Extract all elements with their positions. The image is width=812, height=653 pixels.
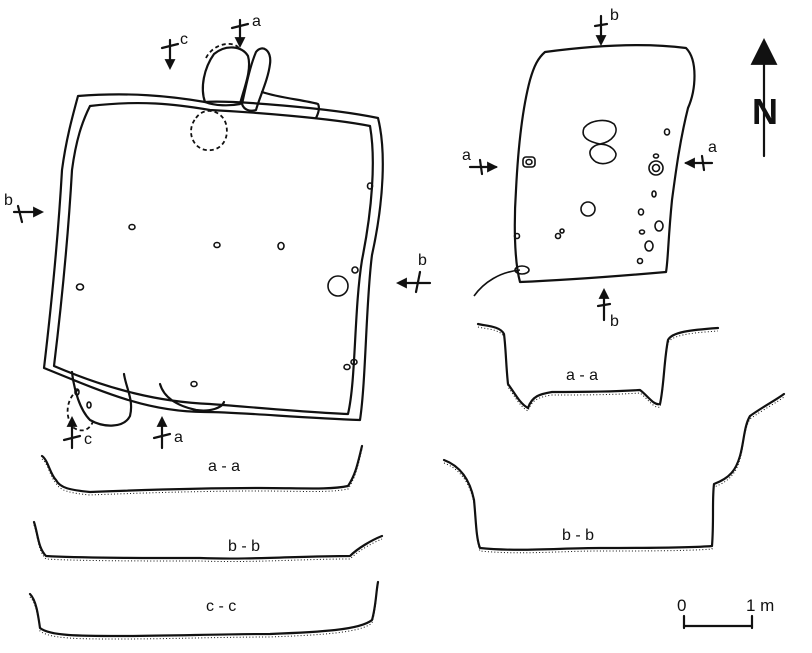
marker-a-top: a <box>230 13 261 49</box>
bottom-lobe-left <box>70 370 133 427</box>
bottom-dashed-feature <box>66 389 95 432</box>
marker-c-bottom-label: c <box>84 431 92 448</box>
scale-bar: 0 1 m <box>677 596 774 630</box>
left-structure-inner-outline <box>52 101 374 416</box>
posthole-5 <box>366 182 374 190</box>
right-structure-plan <box>473 43 696 297</box>
top-stone-right <box>240 47 272 112</box>
post-square-left <box>522 156 536 168</box>
post-small-10 <box>554 232 562 240</box>
section-c-c-left-label: c - c <box>206 598 236 615</box>
section-a-a-right-label: a - a <box>566 367 598 384</box>
post-corner <box>514 265 530 275</box>
bottom-lobe-middle <box>158 382 226 412</box>
post-small-6 <box>638 229 646 235</box>
section-b-b-right-label: b - b <box>562 527 594 544</box>
section-b-b-left-label: b - b <box>228 538 260 555</box>
posthole-3 <box>277 241 285 251</box>
marker-a-bottom: a <box>152 415 183 450</box>
marker-c-bottom: c <box>62 415 92 450</box>
right-structure-outline <box>513 43 696 284</box>
marker-a-top-label: a <box>252 13 261 30</box>
central-stone-upper <box>582 119 617 145</box>
post-small-1 <box>663 128 671 136</box>
marker-a-right-right-label: a <box>708 139 717 156</box>
marker-c-top: c <box>160 31 188 71</box>
left-structure-plan <box>42 43 384 432</box>
posthole-11 <box>86 401 92 409</box>
section-b-b-left: b - b <box>32 520 384 563</box>
post-small-8 <box>636 257 644 265</box>
section-b-b-right: b - b <box>442 392 786 554</box>
top-stone-left <box>201 46 251 107</box>
section-c-c-left: c - c <box>28 580 380 640</box>
post-small-11 <box>559 228 565 234</box>
post-double-right-outer <box>648 160 664 176</box>
section-a-a-left-label: a - a <box>208 458 240 475</box>
inner-dashed-pit <box>190 110 228 152</box>
marker-b-bottom-right: b <box>596 287 619 330</box>
posthole-1 <box>128 223 136 231</box>
posthole-6 <box>351 266 359 274</box>
section-a-a-right: a - a <box>476 322 720 412</box>
marker-b-top-right: b <box>593 7 619 47</box>
posthole-8 <box>350 358 358 366</box>
drainage-line <box>473 269 521 297</box>
marker-c-top-label: c <box>180 31 188 48</box>
posthole-10 <box>74 388 80 396</box>
posthole-large <box>327 275 349 297</box>
post-small-9 <box>513 232 521 240</box>
scale-one-label: 1 m <box>746 596 774 615</box>
marker-b-left: b <box>4 192 45 224</box>
post-small-4 <box>637 208 645 216</box>
marker-b-left-label: b <box>4 192 13 209</box>
marker-b-top-right-label: b <box>610 7 619 24</box>
post-small-3 <box>651 190 657 198</box>
marker-a-bottom-label: a <box>174 429 183 446</box>
north-label: N <box>752 91 778 132</box>
central-stone-lower <box>589 143 617 165</box>
left-section-markers: a c b b c <box>4 13 432 450</box>
posthole-9 <box>190 380 198 388</box>
section-a-a-left-profile <box>40 444 364 494</box>
post-double-right-inner <box>651 163 661 173</box>
north-arrow: N <box>750 37 778 158</box>
scale-zero-label: 0 <box>677 596 686 615</box>
section-b-b-right-profile <box>442 392 786 551</box>
marker-b-bottom-right-label: b <box>610 313 619 330</box>
marker-a-left-right-label: a <box>462 147 471 164</box>
right-section-markers: b a a b <box>462 7 717 330</box>
section-c-c-left-profile <box>28 580 380 638</box>
top-lobe-ridge <box>260 90 320 120</box>
post-small-7 <box>644 240 654 252</box>
post-small-5 <box>654 220 664 232</box>
left-structure-outer-outline <box>42 93 384 422</box>
posthole-7 <box>343 363 351 371</box>
section-a-a-right-profile <box>476 322 720 410</box>
post-mid-1 <box>580 201 596 217</box>
marker-a-right-right: a <box>683 139 717 172</box>
section-b-b-left-profile <box>32 520 384 560</box>
post-square-left-inner <box>525 158 533 166</box>
top-dashed-feature <box>205 43 241 59</box>
marker-a-left-right: a <box>462 147 499 176</box>
posthole-2 <box>213 241 221 249</box>
marker-b-right: b <box>395 252 432 294</box>
marker-b-right-label: b <box>418 252 427 269</box>
post-small-2 <box>652 153 660 159</box>
section-a-a-left: a - a <box>40 444 364 496</box>
posthole-4 <box>75 283 85 291</box>
